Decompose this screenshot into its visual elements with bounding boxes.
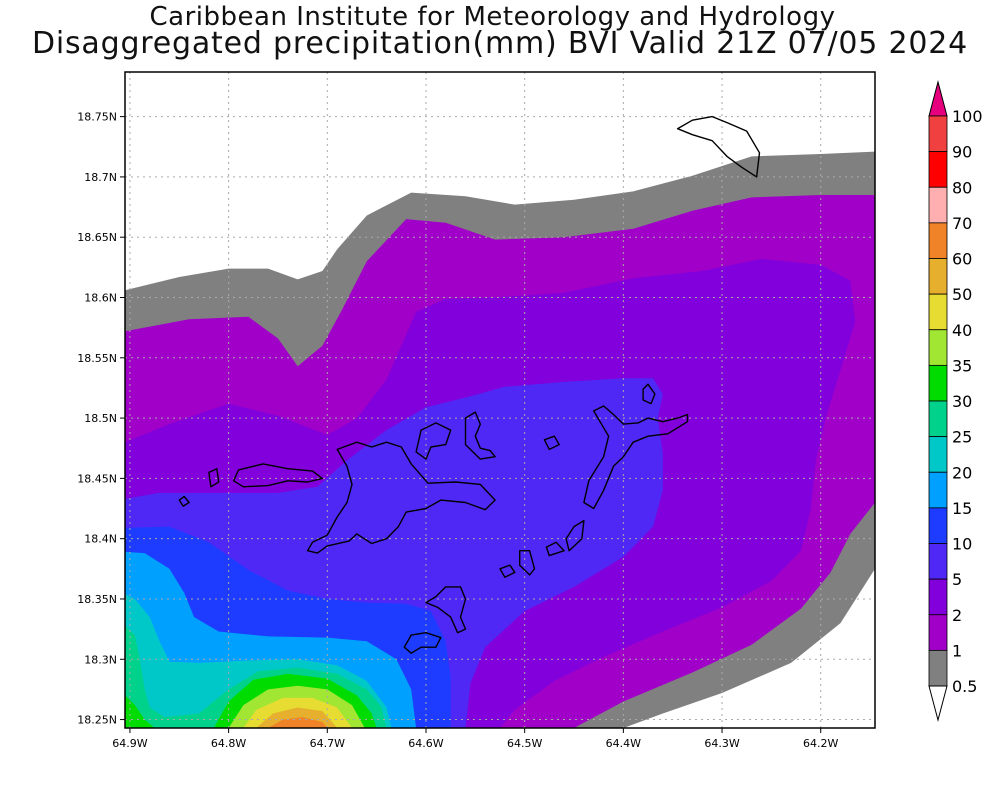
- colorbar-label: 5: [952, 570, 962, 589]
- chart-title: Disaggregated precipitation(mm) BVI Vali…: [31, 26, 969, 61]
- colorbar-swatch: [928, 543, 948, 580]
- colorbar-swatch: [928, 186, 948, 224]
- colorbar-top-arrow: [928, 80, 948, 117]
- island-outline: [676, 115, 761, 178]
- y-tick-label: 18.65N: [77, 231, 117, 244]
- colorbar-bottom-arrow: [928, 685, 948, 722]
- map-layer: [125, 72, 875, 728]
- island-outline: [415, 422, 452, 460]
- island-outline: [543, 435, 560, 451]
- island-outline: [425, 586, 467, 634]
- colorbar-label: 0.5: [952, 677, 977, 696]
- colorbar-swatch: [928, 507, 948, 544]
- x-tick-label: 64.3W: [704, 737, 739, 750]
- colorbar-label: 100: [952, 107, 983, 126]
- island-outline: [403, 632, 442, 654]
- colorbar-label: 40: [952, 321, 972, 340]
- island-outline: [232, 463, 324, 488]
- colorbar-swatch: [928, 649, 948, 687]
- colorbar-swatch: [928, 400, 948, 438]
- islands: [178, 115, 761, 654]
- colorbar-label: 20: [952, 463, 972, 482]
- colorbar-swatch: [928, 258, 948, 295]
- colorbar-label: 50: [952, 285, 972, 304]
- colorbar-label: 90: [952, 143, 972, 162]
- colorbar-label: 15: [952, 499, 972, 518]
- x-tick-label: 64.7W: [310, 737, 345, 750]
- island-outline: [499, 564, 516, 578]
- island-outline: [545, 541, 565, 557]
- map-frame: [124, 71, 876, 729]
- island-outline: [583, 405, 689, 510]
- island-outline: [642, 383, 656, 405]
- y-tick-label: 18.25N: [77, 714, 117, 727]
- colorbar-label: 10: [952, 535, 972, 554]
- colorbar-swatch: [928, 151, 948, 188]
- colorbar-swatch: [928, 578, 948, 616]
- colorbar-swatch: [928, 471, 948, 509]
- colorbar-swatch: [928, 364, 948, 402]
- island-outline: [178, 495, 190, 507]
- y-tick-label: 18.4N: [84, 533, 117, 546]
- colorbar-label: 25: [952, 428, 972, 447]
- island-outline: [306, 441, 496, 554]
- x-tick-label: 64.4W: [606, 737, 641, 750]
- colorbar-label: 60: [952, 250, 972, 269]
- island-outline: [464, 411, 496, 460]
- colorbar-swatch: [928, 436, 948, 473]
- y-tick-label: 18.35N: [77, 593, 117, 606]
- y-tick-label: 18.55N: [77, 352, 117, 365]
- x-tick-label: 64.2W: [803, 737, 838, 750]
- colorbar-label: 1: [952, 641, 962, 660]
- colorbar-label: 80: [952, 178, 972, 197]
- y-axis: 18.25N 18.3N 18.35N 18.4N 18.45N 18.5N 18.55N 1…: [77, 111, 125, 727]
- colorbar-label: 2: [952, 606, 962, 625]
- x-tick-label: 64.5W: [507, 737, 542, 750]
- colorbar-label: 30: [952, 392, 972, 411]
- colorbar-swatch: [928, 222, 948, 259]
- island-outline: [565, 519, 585, 552]
- y-tick-label: 18.5N: [84, 412, 117, 425]
- y-tick-label: 18.75N: [77, 111, 117, 124]
- colorbar-swatch: [928, 115, 948, 153]
- y-tick-label: 18.45N: [77, 472, 117, 485]
- y-tick-label: 18.3N: [84, 653, 117, 666]
- x-axis: 64.9W 64.8W 64.7W 64.6W 64.5W 64.4W 64.3W 64.2W: [112, 728, 839, 750]
- island-outline: [519, 550, 536, 576]
- institute-title: Caribbean Institute for Meteorology and …: [149, 2, 836, 32]
- grid-lines: [125, 72, 875, 728]
- x-tick-label: 64.6W: [408, 737, 443, 750]
- colorbar-swatch: [928, 329, 948, 366]
- y-tick-label: 18.6N: [84, 292, 117, 305]
- colorbar-swatch: [928, 614, 948, 651]
- x-tick-label: 64.9W: [112, 737, 147, 750]
- colorbar-label: 35: [952, 356, 972, 375]
- colorbar-swatch: [928, 293, 948, 331]
- colorbar-label: 70: [952, 214, 972, 233]
- x-tick-label: 64.8W: [211, 737, 246, 750]
- island-outline: [208, 468, 220, 488]
- y-tick-label: 18.7N: [84, 171, 117, 184]
